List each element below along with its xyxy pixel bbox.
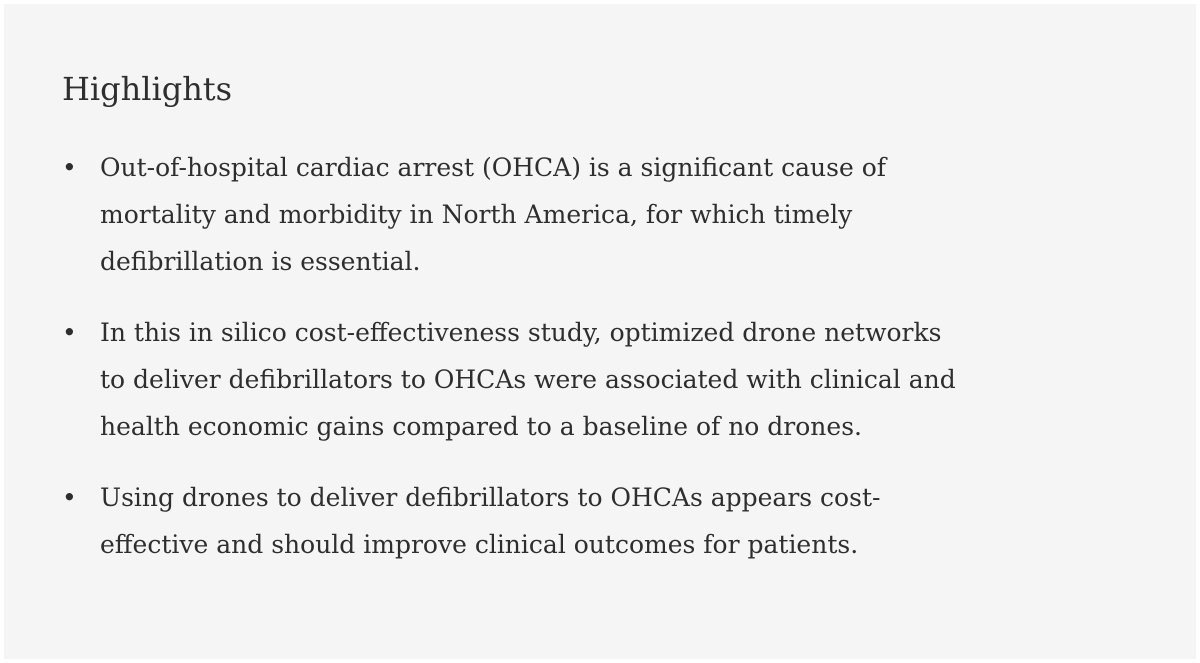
highlight-3-line-1: Using drones to deliver defibrillators t… xyxy=(100,483,881,512)
highlight-2-line-1: In this in silico cost-effectiveness stu… xyxy=(100,318,942,347)
highlight-2-line-2: to deliver defibrillators to OHCAs were … xyxy=(100,365,956,394)
highlights-panel: Highlights • Out-of-hospital cardiac arr… xyxy=(4,4,1196,659)
highlight-2-line-3: health economic gains compared to a base… xyxy=(100,412,862,441)
highlight-1-line-2: mortality and morbidity in North America… xyxy=(100,200,853,229)
highlight-item-2: • In this in silico cost-effectiveness s… xyxy=(62,309,1122,450)
section-title: Highlights xyxy=(62,70,233,108)
bullet-icon: • xyxy=(62,318,77,347)
highlight-3-line-2: effective and should improve clinical ou… xyxy=(100,530,859,559)
highlight-item-1: • Out-of-hospital cardiac arrest (OHCA) … xyxy=(62,144,1122,285)
highlight-1-line-1: Out-of-hospital cardiac arrest (OHCA) is… xyxy=(100,153,886,182)
highlight-item-3: • Using drones to deliver defibrillators… xyxy=(62,474,1122,568)
bullet-icon: • xyxy=(62,153,77,182)
bullet-icon: • xyxy=(62,483,77,512)
highlight-1-line-3: defibrillation is essential. xyxy=(100,247,421,276)
highlights-list: • Out-of-hospital cardiac arrest (OHCA) … xyxy=(62,144,1122,592)
